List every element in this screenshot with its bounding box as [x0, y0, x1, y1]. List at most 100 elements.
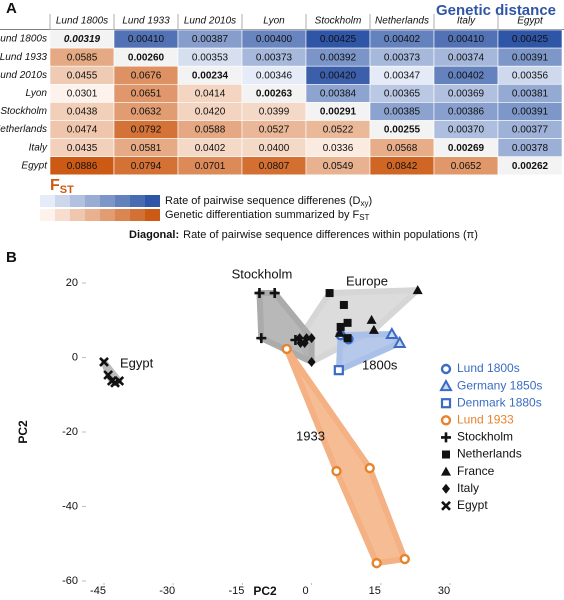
cell-label: 0.00263	[256, 88, 293, 99]
legend-label: Netherlands	[457, 447, 522, 461]
point	[336, 322, 345, 331]
y-axis-label: PC2	[16, 420, 30, 444]
legend-label: Denmark 1880s	[457, 395, 542, 409]
legend-label: Lund 1800s	[457, 361, 520, 375]
x-axis-label: PC2	[253, 584, 277, 598]
legend-sub: xy	[360, 199, 368, 208]
cell-label: 0.0886	[67, 161, 98, 172]
cell-label: 0.0792	[131, 125, 162, 136]
row-label: Stockholm	[0, 106, 47, 117]
heatmap-title: Genetic distance	[436, 2, 556, 19]
point	[254, 288, 265, 299]
row-label: Italy	[29, 142, 48, 153]
legend-swatch	[145, 209, 160, 221]
point	[256, 333, 267, 344]
cell-label: 0.00262	[512, 161, 549, 172]
cell-label: 0.0581	[131, 143, 162, 154]
cell-label: 0.00269	[448, 143, 485, 154]
point	[343, 334, 352, 343]
group-label: 1933	[296, 428, 325, 443]
column-label: Lund 1800s	[56, 16, 108, 27]
cell-label: 0.00410	[128, 34, 165, 45]
cell-label: 0.00347	[384, 70, 421, 81]
row-label: Lund 1933	[0, 52, 47, 63]
legend-swatch	[40, 209, 55, 221]
cell-label: 0.00402	[384, 34, 421, 45]
row-label: Lyon	[25, 88, 47, 99]
legend-end: )	[368, 195, 372, 207]
cell-label: 0.00346	[256, 70, 293, 81]
lower-title: FST	[50, 177, 74, 196]
legend-label: Italy	[457, 481, 479, 495]
x-tick-label: -30	[159, 585, 175, 597]
cell-label: 0.0400	[259, 143, 290, 154]
legend-swatch	[55, 209, 70, 221]
cell-label: 0.0438	[67, 107, 98, 118]
cell-label: 0.0399	[259, 107, 290, 118]
point	[333, 365, 344, 376]
diagonal-note: Diagonal: Rate of pairwise sequence diffe…	[129, 229, 478, 241]
lower-title-text: F	[50, 177, 60, 194]
column-label: Lund 1933	[122, 16, 170, 27]
legend-label: Lund 1933	[457, 412, 514, 426]
cell-label: 0.0568	[387, 143, 418, 154]
cell-label: 0.00400	[256, 34, 293, 45]
cell-label: 0.00391	[512, 52, 549, 63]
legend-swatch	[145, 195, 160, 207]
x-tick-label: -15	[228, 585, 244, 597]
column-label: Italy	[457, 16, 476, 27]
row-label: Lund 2010s	[0, 70, 47, 81]
cell-label: 0.00385	[384, 107, 421, 118]
group-label: Europe	[346, 273, 388, 288]
cell-label: 0.00373	[256, 52, 293, 63]
legend-marker	[441, 432, 451, 443]
row-label: Lund 1800s	[0, 34, 47, 45]
cell-label: 0.0301	[67, 88, 98, 99]
column-label: Egypt	[517, 16, 544, 27]
x-tick-label: 15	[369, 585, 381, 597]
column-label: Lund 2010s	[184, 16, 236, 27]
legend-marker	[442, 483, 450, 494]
cell-label: 0.00356	[512, 70, 549, 81]
y-tick-label: -20	[62, 426, 78, 438]
cell-label: 0.0455	[67, 70, 98, 81]
legend-marker	[441, 500, 451, 511]
cell-label: 0.0474	[67, 125, 98, 136]
legend-marker	[440, 363, 452, 375]
legend-swatch	[130, 209, 145, 221]
legend-swatch	[40, 195, 55, 207]
x-tick-label: -45	[90, 585, 106, 597]
cell-label: 0.0585	[67, 52, 98, 63]
y-tick-label: 20	[66, 277, 78, 289]
cell-label: 0.0336	[323, 143, 354, 154]
cell-label: 0.0676	[131, 70, 162, 81]
point	[114, 376, 125, 386]
legend-sub: ST	[359, 213, 369, 222]
point	[307, 356, 316, 367]
legend-swatch	[100, 209, 115, 221]
point	[302, 333, 311, 344]
group-hull	[283, 345, 408, 567]
cell-label: 0.0632	[131, 107, 162, 118]
cell-label: 0.00386	[448, 107, 485, 118]
panel-label: A	[6, 0, 17, 17]
column-label: Netherlands	[375, 16, 429, 27]
cell-label: 0.0652	[451, 161, 482, 172]
cell-label: 0.00373	[384, 52, 421, 63]
point	[296, 337, 305, 348]
cell-label: 0.00384	[320, 88, 357, 99]
legend-swatch	[100, 195, 115, 207]
lower-title-sub: ST	[60, 184, 74, 196]
heatmap-cell	[497, 156, 563, 176]
cell-label: 0.0527	[259, 125, 290, 136]
legend-marker	[441, 466, 451, 476]
legend-swatch	[70, 209, 85, 221]
cell-label: 0.0842	[387, 161, 418, 172]
point	[307, 333, 316, 344]
cell-label: 0.00377	[512, 125, 549, 136]
y-tick-label: -60	[62, 575, 78, 587]
point	[393, 335, 407, 348]
point	[339, 300, 348, 309]
cell-label: 0.00319	[64, 34, 101, 45]
cell-label: 0.00420	[320, 70, 357, 81]
